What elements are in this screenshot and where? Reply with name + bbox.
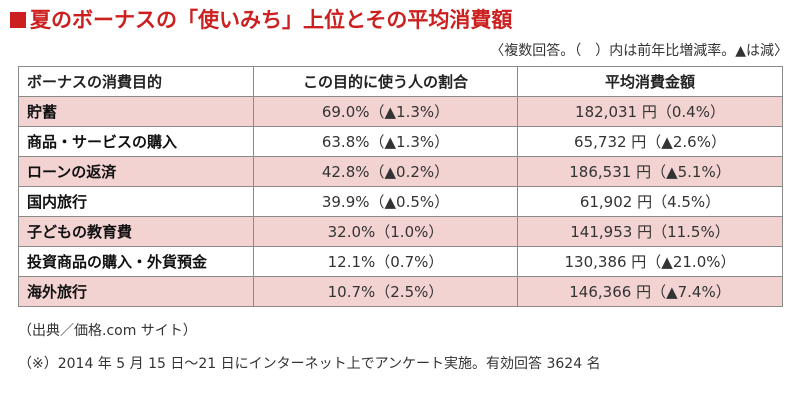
table-row: 海外旅行 10.7%（2.5%） 146,366 円（▲7.4%） [18, 276, 783, 307]
table-row: 子どもの教育費 32.0%（1.0%） 141,953 円（11.5%） [18, 216, 783, 247]
amount-cell: 141,953 円（11.5%） [517, 216, 783, 247]
share-cell: 10.7%（2.5%） [253, 276, 518, 307]
column-header-share: この目的に使う人の割合 [253, 66, 518, 97]
source-credit: （出典／価格.com サイト） [18, 323, 197, 339]
table-row: 投資商品の購入・外貨預金 12.1%（0.7%） 130,386 円（▲21.0… [18, 246, 783, 277]
table-header-row: ボーナスの消費目的 この目的に使う人の割合 平均消費金額 [18, 66, 783, 97]
share-cell: 69.0%（▲1.3%） [253, 96, 518, 127]
page-title: 夏のボーナスの「使いみち」上位とその平均消費額 [10, 6, 512, 34]
table-row: ローンの返済 42.8%（▲0.2%） 186,531 円（▲5.1%） [18, 156, 783, 187]
column-header-purpose: ボーナスの消費目的 [18, 66, 254, 97]
purpose-cell: 商品・サービスの購入 [18, 126, 254, 157]
amount-cell: 182,031 円（0.4%） [517, 96, 783, 127]
column-header-amount: 平均消費金額 [517, 66, 783, 97]
purpose-cell: 子どもの教育費 [18, 216, 254, 247]
purpose-cell: 貯蓄 [18, 96, 254, 127]
amount-cell: 130,386 円（▲21.0%） [517, 246, 783, 277]
purpose-cell: ローンの返済 [18, 156, 254, 187]
table-note: 〈複数回答。（ ）内は前年比増減率。▲は減〉 [490, 43, 788, 59]
share-cell: 42.8%（▲0.2%） [253, 156, 518, 187]
purpose-cell: 投資商品の購入・外貨預金 [18, 246, 254, 277]
table-row: 国内旅行 39.9%（▲0.5%） 61,902 円（4.5%） [18, 186, 783, 217]
share-cell: 39.9%（▲0.5%） [253, 186, 518, 217]
table-row: 商品・サービスの購入 63.8%（▲1.3%） 65,732 円（▲2.6%） [18, 126, 783, 157]
purpose-cell: 国内旅行 [18, 186, 254, 217]
amount-cell: 146,366 円（▲7.4%） [517, 276, 783, 307]
amount-cell: 65,732 円（▲2.6%） [517, 126, 783, 157]
table-row: 貯蓄 69.0%（▲1.3%） 182,031 円（0.4%） [18, 96, 783, 127]
share-cell: 12.1%（0.7%） [253, 246, 518, 277]
share-cell: 63.8%（▲1.3%） [253, 126, 518, 157]
bonus-usage-table: ボーナスの消費目的 この目的に使う人の割合 平均消費金額 貯蓄 69.0%（▲1… [18, 66, 783, 307]
purpose-cell: 海外旅行 [18, 276, 254, 307]
square-bullet-icon [10, 12, 26, 28]
share-cell: 32.0%（1.0%） [253, 216, 518, 247]
amount-cell: 61,902 円（4.5%） [517, 186, 783, 217]
survey-footnote: （※）2014 年 5 月 15 日〜21 日にインターネット上でアンケート実施… [18, 356, 601, 372]
amount-cell: 186,531 円（▲5.1%） [517, 156, 783, 187]
page-title-text: 夏のボーナスの「使いみち」上位とその平均消費額 [30, 8, 513, 32]
